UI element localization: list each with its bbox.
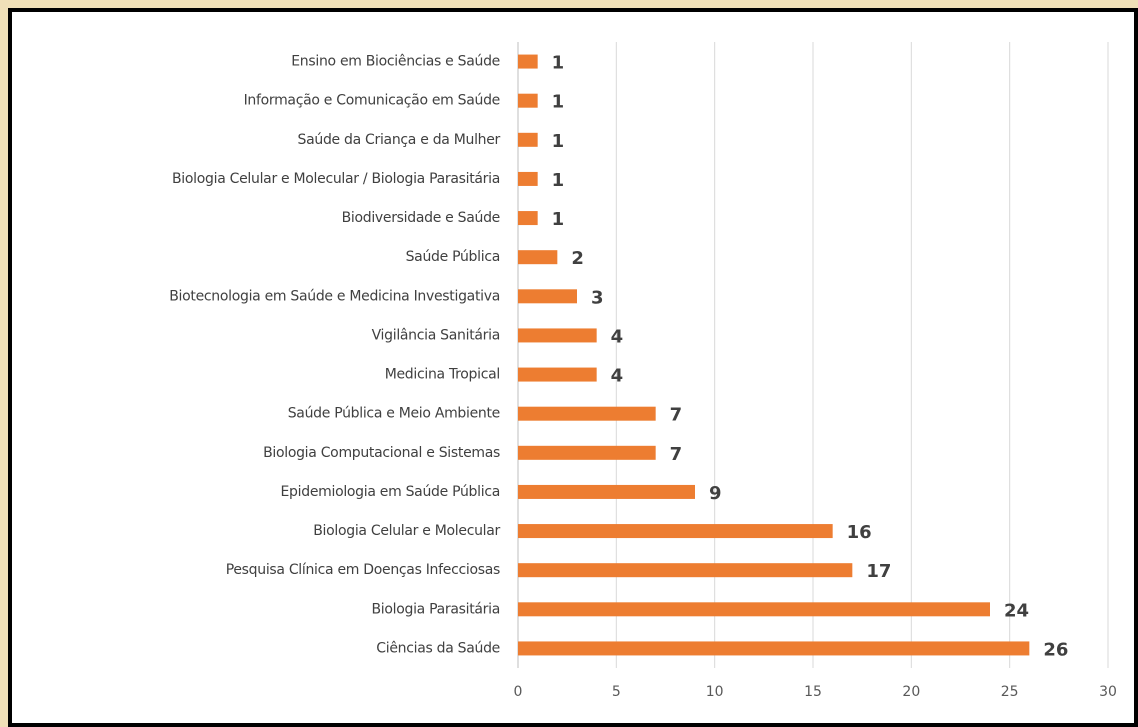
x-tick-label: 15 (804, 684, 822, 700)
value-label: 1 (552, 131, 565, 152)
bar (518, 641, 1030, 656)
value-label: 1 (552, 209, 565, 230)
x-tick-label: 25 (1001, 684, 1019, 700)
chart: 0 5 10 15 20 25 30 Ensino em Biociências e Saúd… (169, 42, 1117, 700)
value-label: 16 (847, 522, 872, 543)
value-label: 4 (611, 366, 624, 387)
value-label: 24 (1004, 600, 1029, 621)
y-tick-label: Epidemiologia em Saúde Pública (281, 484, 500, 500)
value-label: 3 (591, 287, 604, 308)
bar (518, 250, 558, 265)
value-label: 26 (1043, 639, 1068, 660)
value-label: 1 (552, 170, 565, 191)
bar (518, 524, 833, 539)
y-tick-label: Informação e Comunicação em Saúde (244, 93, 500, 109)
bar (518, 406, 656, 421)
x-tick-label: 10 (706, 684, 724, 700)
x-tick-label: 5 (612, 684, 621, 700)
x-tick-label: 30 (1099, 684, 1117, 700)
value-label: 4 (611, 326, 624, 347)
bar (518, 563, 853, 578)
value-label: 7 (670, 405, 683, 426)
value-label: 9 (709, 483, 722, 504)
bar (518, 132, 538, 147)
bar (518, 93, 538, 108)
bar (518, 211, 538, 226)
y-tick-label: Medicina Tropical (385, 367, 500, 383)
y-tick-label: Saúde da Criança e da Mulher (298, 132, 501, 148)
value-label: 7 (670, 444, 683, 465)
bar (518, 445, 656, 460)
y-tick-label: Biodiversidade e Saúde (342, 210, 500, 226)
value-label: 1 (552, 92, 565, 113)
chart-frame: 0 5 10 15 20 25 30 Ensino em Biociências e Saúd… (8, 8, 1138, 727)
bar (518, 289, 577, 304)
bar (518, 171, 538, 186)
bar (518, 54, 538, 69)
y-tick-label: Biologia Celular e Molecular (313, 523, 500, 539)
x-tick-label: 20 (902, 684, 920, 700)
bar (518, 484, 695, 499)
bar (518, 602, 990, 617)
y-tick-label: Ensino em Biociências e Saúde (291, 54, 500, 70)
y-tick-label: Ciências da Saúde (376, 640, 500, 656)
y-tick-label: Biotecnologia em Saúde e Medicina Invest… (169, 288, 500, 304)
bar (518, 367, 597, 382)
value-label: 2 (571, 248, 584, 269)
y-tick-label: Pesquisa Clínica em Doenças Infecciosas (226, 562, 500, 578)
y-tick-label: Biologia Celular e Molecular / Biologia … (172, 171, 500, 187)
y-tick-label: Biologia Parasitária (371, 601, 500, 617)
value-label: 17 (866, 561, 891, 582)
y-tick-label: Biologia Computacional e Sistemas (263, 445, 500, 461)
x-tick-label: 0 (514, 684, 523, 700)
bar (518, 328, 597, 343)
y-tick-label: Vigilância Sanitária (372, 327, 500, 343)
value-label: 1 (552, 53, 565, 74)
y-tick-label: Saúde Pública (406, 249, 500, 265)
y-tick-label: Saúde Pública e Meio Ambiente (288, 406, 500, 422)
